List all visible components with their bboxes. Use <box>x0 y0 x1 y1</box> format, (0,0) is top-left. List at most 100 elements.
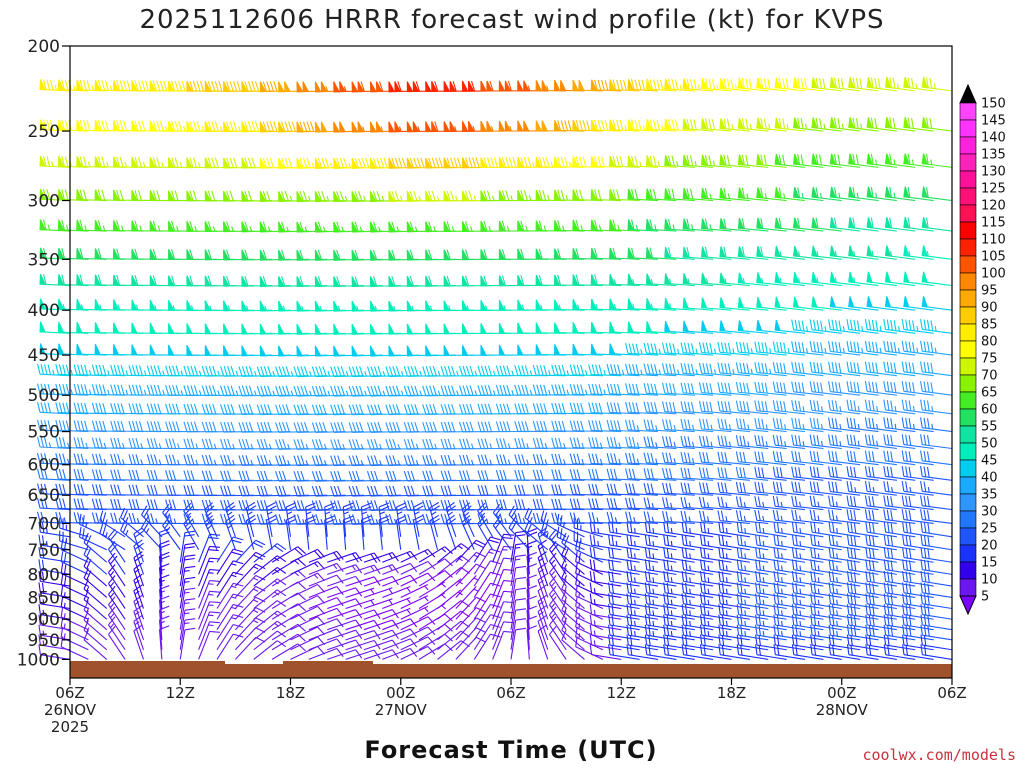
wind-barb <box>902 534 934 551</box>
wind-barb <box>133 584 145 620</box>
wind-barb <box>829 217 861 232</box>
wind-barb <box>828 559 861 575</box>
colorbar-label: 65 <box>981 386 998 401</box>
wind-barb <box>717 451 750 466</box>
wind-barb <box>682 297 714 311</box>
wind-barb <box>866 117 897 132</box>
wind-barb <box>773 644 806 660</box>
wind-barb <box>737 187 769 202</box>
wind-barb <box>883 450 916 466</box>
wind-barb <box>333 221 365 233</box>
wind-barb <box>719 320 750 334</box>
wind-barb <box>168 323 199 334</box>
wind-barb <box>259 276 291 287</box>
wind-barb <box>128 421 162 433</box>
wind-barb <box>198 621 221 650</box>
wind-barb <box>608 547 640 563</box>
wind-barb <box>39 79 71 92</box>
wind-barb <box>588 383 622 396</box>
wind-barb <box>698 362 732 377</box>
wind-barb <box>626 559 659 575</box>
wind-barb <box>551 402 585 415</box>
wind-barb <box>755 644 787 660</box>
wind-barb <box>425 121 456 133</box>
wind-barb <box>406 121 438 133</box>
wind-barb <box>57 79 89 92</box>
wind-barb <box>589 582 622 599</box>
wind-barb <box>290 548 325 563</box>
wind-barb <box>216 582 244 609</box>
wind-barb <box>382 607 411 620</box>
wind-barb <box>241 300 273 312</box>
wind-barb <box>791 466 824 481</box>
wind-barb <box>754 381 787 396</box>
wind-barb <box>348 470 383 482</box>
wind-barb <box>645 155 677 168</box>
wind-barb <box>681 644 714 660</box>
wind-barb <box>575 551 604 575</box>
wind-barb <box>83 630 108 660</box>
wind-barb <box>828 417 861 433</box>
wind-barb <box>198 557 221 587</box>
wind-barb <box>754 362 787 377</box>
wind-barb <box>223 300 254 312</box>
wind-barb <box>829 296 861 311</box>
wind-barb <box>680 496 714 511</box>
colorbar-label: 35 <box>981 488 998 503</box>
wind-barb <box>901 417 934 433</box>
wind-barb <box>253 640 287 660</box>
colorbar-segment <box>959 527 977 546</box>
wind-barb <box>308 586 344 598</box>
wind-barb <box>846 509 879 525</box>
wind-barb <box>275 439 309 450</box>
wind-barb <box>455 563 486 587</box>
wind-barb <box>865 570 897 587</box>
y-tick-label: 600 <box>28 456 60 476</box>
wind-barb <box>589 614 622 631</box>
wind-barb <box>755 521 787 538</box>
wind-barb <box>168 275 199 287</box>
wind-barb <box>590 321 622 334</box>
wind-barb <box>735 496 769 511</box>
wind-barb <box>572 299 603 311</box>
wind-barb <box>400 616 436 631</box>
wind-barb <box>848 217 879 232</box>
wind-barb <box>682 118 714 132</box>
wind-barb <box>245 501 257 537</box>
wind-barb <box>644 644 677 660</box>
wind-barb <box>186 221 218 232</box>
wind-barb <box>76 79 107 92</box>
wind-barb <box>443 300 475 312</box>
wind-barb <box>903 117 934 132</box>
wind-barb <box>902 570 934 587</box>
wind-barb <box>645 78 677 92</box>
wind-barb <box>149 248 181 260</box>
wind-barb <box>754 481 787 496</box>
wind-barb <box>810 624 842 641</box>
wind-barb <box>828 521 861 538</box>
wind-barb <box>606 497 640 511</box>
wind-barb <box>480 275 512 287</box>
wind-barb <box>736 582 769 599</box>
wind-barb <box>158 540 170 575</box>
x-tick-label: 27NOV <box>375 701 428 719</box>
wind-barb <box>108 552 126 587</box>
wind-barb <box>437 578 463 598</box>
wind-barb <box>736 634 769 651</box>
wind-barb <box>754 509 787 525</box>
wind-barb <box>363 587 393 598</box>
wind-barb <box>418 570 453 587</box>
wind-barb <box>455 607 486 631</box>
wind-barb <box>772 417 806 433</box>
wind-barb <box>532 384 567 396</box>
wind-barb <box>754 496 787 511</box>
wind-barb <box>718 604 750 620</box>
wind-barb <box>589 644 622 660</box>
wind-barb <box>296 276 328 288</box>
wind-barb <box>848 271 879 287</box>
wind-barb <box>38 521 71 538</box>
wind-barb <box>921 76 953 92</box>
wind-barb <box>681 604 714 620</box>
wind-barb <box>480 80 512 92</box>
wind-barb <box>846 434 879 450</box>
